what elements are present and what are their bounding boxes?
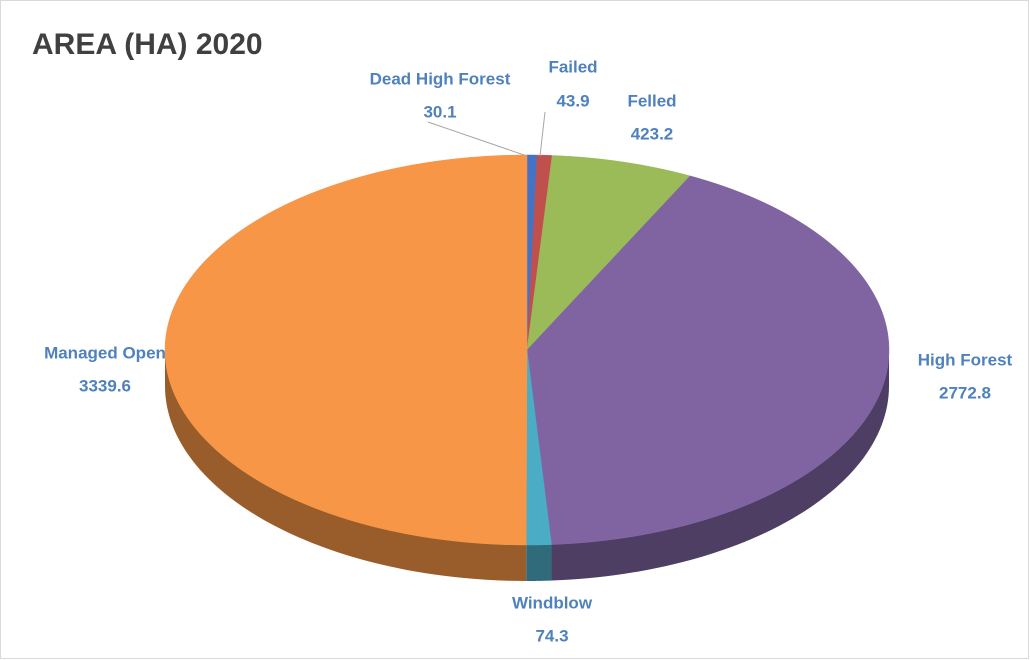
slice — [164, 154, 528, 546]
data-label-name: Windblow — [512, 593, 593, 612]
data-label-value: 3339.6 — [79, 376, 131, 395]
leader-line — [539, 111, 546, 157]
slice — [526, 175, 890, 545]
labels: Dead High Forest 30.1 Failed 43.9 Felled 423.… — [44, 57, 1012, 645]
leader-line — [427, 121, 528, 157]
data-label-name: Failed — [548, 57, 597, 76]
slice-side — [551, 350, 889, 581]
data-label-value: 74.3 — [535, 626, 568, 645]
data-label-value: 423.2 — [631, 124, 674, 143]
data-label-value: 30.1 — [423, 102, 456, 121]
chart-title: AREA (HA) 2020 — [32, 28, 263, 61]
slice — [526, 155, 691, 351]
slice-side — [526, 544, 552, 581]
data-label-name: Managed Open — [44, 343, 166, 362]
data-label-name: High Forest — [918, 350, 1013, 369]
data-label-name: Felled — [627, 91, 676, 110]
data-label-value: 43.9 — [556, 91, 589, 110]
data-label-name: Dead High Forest — [370, 69, 511, 88]
data-label-value: 2772.8 — [939, 383, 991, 402]
pie — [164, 154, 890, 581]
slice-side — [165, 350, 527, 581]
